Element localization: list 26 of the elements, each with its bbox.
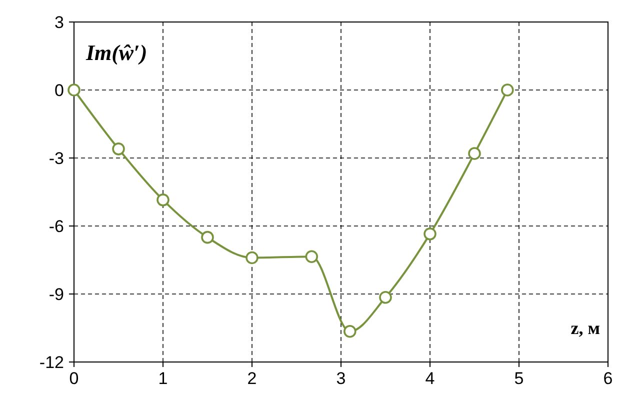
point bbox=[424, 228, 436, 240]
point bbox=[501, 84, 514, 96]
point bbox=[344, 325, 356, 338]
point bbox=[379, 291, 392, 304]
point bbox=[305, 250, 318, 263]
point bbox=[246, 251, 258, 264]
x-tick-label: 1 bbox=[158, 369, 168, 388]
x-tick-label: 0 bbox=[69, 369, 79, 388]
x-tick-label: 4 bbox=[425, 369, 435, 388]
y-tick-label: 0 bbox=[54, 80, 64, 100]
point bbox=[201, 230, 214, 244]
x-tick-label: 2 bbox=[247, 369, 257, 388]
y-tick-label: -6 bbox=[48, 216, 64, 236]
y-tick-label: -12 bbox=[39, 352, 64, 372]
y-tick-label: -9 bbox=[48, 284, 64, 304]
point bbox=[468, 147, 481, 160]
y-tick-label: 3 bbox=[54, 12, 64, 32]
x-axis-title: z, м bbox=[570, 318, 600, 338]
point bbox=[112, 142, 125, 156]
y-tick-label: -3 bbox=[48, 148, 64, 168]
point bbox=[68, 84, 80, 96]
point bbox=[156, 194, 170, 206]
x-tick-label: 6 bbox=[603, 369, 613, 388]
x-tick-label: 3 bbox=[336, 369, 346, 388]
x-tick-label: 5 bbox=[514, 369, 524, 388]
y-axis-title: Im(ŵ′) bbox=[85, 40, 148, 65]
